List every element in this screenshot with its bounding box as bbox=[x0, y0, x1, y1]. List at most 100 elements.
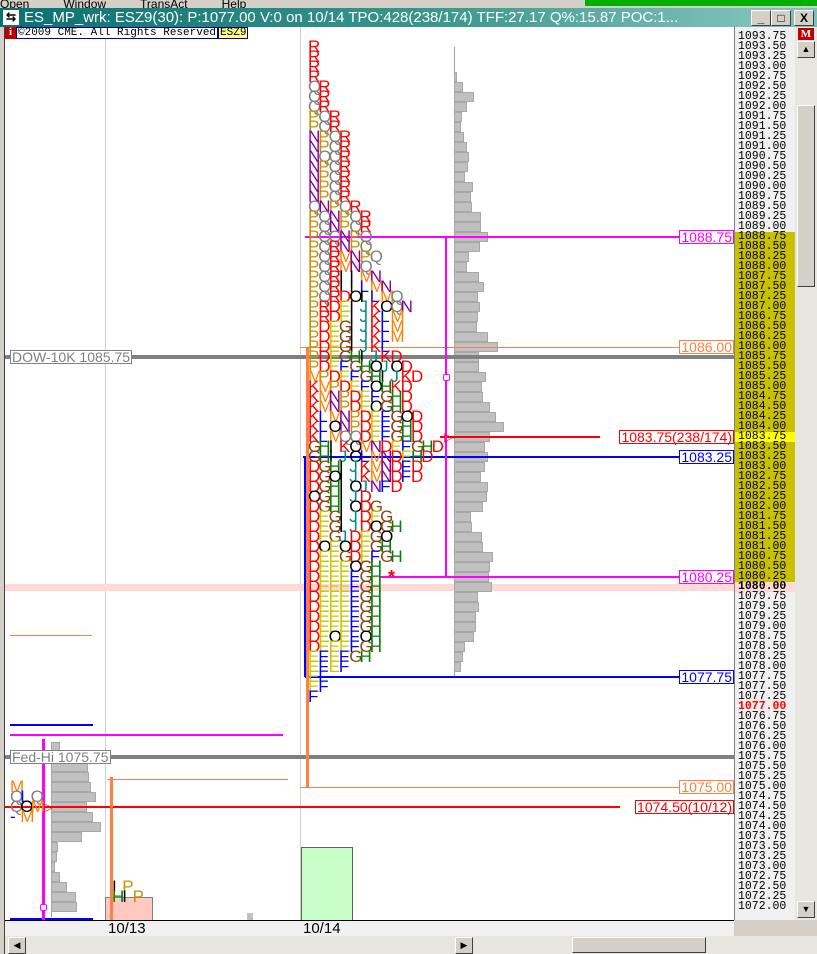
tpo-row: R bbox=[308, 58, 320, 75]
price-tick-label: 1092.50 bbox=[738, 80, 787, 93]
tpo-letter: R bbox=[338, 157, 352, 176]
tpo-letter: Q bbox=[318, 117, 332, 136]
horizontal-scroll-thumb[interactable] bbox=[572, 937, 706, 953]
tpo-letter: Q bbox=[318, 227, 332, 246]
tpo-letter: E bbox=[328, 657, 340, 676]
tpo-letter: P bbox=[308, 257, 320, 276]
tpo-letter: M bbox=[318, 397, 333, 416]
tpo-letter: O bbox=[380, 297, 394, 316]
level-line-1083-25 bbox=[303, 456, 734, 458]
chart-area[interactable]: R R R R QR QR QR PQR PQR NPQR NPQR NQQR NPQR NPQR NPQR… bbox=[5, 27, 734, 920]
tpo-row: PQRNPQ bbox=[308, 238, 373, 255]
volume-bar bbox=[454, 622, 476, 632]
tpo-letter: H bbox=[390, 547, 403, 566]
tpo-letter: G bbox=[328, 527, 342, 546]
tpo-letter: Q bbox=[328, 227, 342, 246]
tpo-letter: Q bbox=[10, 797, 24, 816]
maximize-button[interactable]: □ bbox=[771, 10, 791, 26]
price-tick-label: 1081.50 bbox=[735, 521, 795, 532]
tpo-letter: F bbox=[380, 407, 391, 426]
tpo-letter: F bbox=[349, 577, 360, 596]
tpo-letter: J bbox=[359, 327, 368, 346]
tpo-letter: D bbox=[390, 457, 403, 476]
vertical-scroll-thumb[interactable] bbox=[797, 105, 815, 287]
tpo-row: DGHI ODG bbox=[308, 498, 383, 515]
price-tick-label: 1082.50 bbox=[735, 481, 795, 492]
tpo-letter: D bbox=[359, 407, 372, 426]
tpo-letter: H bbox=[349, 347, 362, 366]
menu-open[interactable]: Open bbox=[0, 0, 30, 8]
tpo-letter: Q bbox=[308, 87, 322, 106]
tpo-letter: E bbox=[318, 547, 330, 566]
tpo-letter: I bbox=[349, 277, 354, 296]
tpo-letter: G bbox=[338, 347, 353, 366]
tpo-row: DEGJ DEGO bbox=[308, 527, 393, 546]
tpo-letter: K bbox=[369, 307, 382, 326]
tpo-letter: I bbox=[122, 887, 128, 906]
tpo-letter: D bbox=[380, 437, 393, 456]
tpo-letter: H bbox=[369, 577, 383, 596]
tpo-letter: G bbox=[359, 587, 373, 606]
tpo-row: QR bbox=[308, 87, 331, 106]
scroll-down-arrow-icon[interactable]: ▼ bbox=[797, 901, 815, 918]
tpo-letter: I bbox=[359, 347, 365, 366]
tpo-letter: F bbox=[318, 647, 329, 666]
price-tick-label: 1089.50 bbox=[738, 200, 787, 213]
tpo-letter: Q bbox=[349, 427, 363, 446]
tpo-letter: G bbox=[318, 487, 332, 506]
volume-bar bbox=[454, 262, 467, 272]
value-area-vertical-left bbox=[42, 739, 45, 920]
scroll-left-arrow-icon[interactable]: ◀ bbox=[8, 937, 26, 954]
price-axis[interactable]: 1093.75 1093.50 1093.25 1093.00 1092.75 1092.… bbox=[734, 27, 795, 920]
tpo-letter: G bbox=[318, 467, 332, 486]
price-tick-label: 1080.75 bbox=[735, 551, 795, 562]
menu-help[interactable]: Help bbox=[221, 0, 247, 8]
tpo-row: NPQR bbox=[308, 157, 352, 176]
tpo-letter: O bbox=[328, 467, 342, 486]
scroll-up-arrow-icon[interactable]: ▲ bbox=[797, 41, 815, 58]
menu-transact[interactable]: TransAct bbox=[140, 0, 188, 8]
tpo-row: R bbox=[308, 67, 321, 86]
tpo-letter: D bbox=[349, 537, 362, 556]
price-tick-label: 1086.50 bbox=[735, 321, 795, 332]
tpo-letter: K bbox=[308, 407, 320, 426]
tpo-letter: F bbox=[400, 467, 412, 486]
tpo-row: DEEGDEFGH bbox=[308, 547, 403, 566]
tpo-letter: R bbox=[318, 77, 331, 96]
scroll-right-arrow-icon[interactable]: ▶ bbox=[455, 937, 473, 954]
volume-bar bbox=[454, 112, 462, 122]
tpo-letter: E bbox=[308, 657, 320, 676]
tpo-letter: N bbox=[380, 467, 393, 486]
tpo-letter: Q bbox=[318, 267, 332, 286]
date-label-10-14: 10/14 bbox=[303, 920, 341, 937]
price-tick-label: 1084.75 bbox=[735, 391, 795, 402]
tpo-row: PQRMNQ bbox=[308, 257, 373, 276]
tpo-letter: I bbox=[338, 477, 344, 496]
tpo-letter: H bbox=[380, 537, 393, 556]
short-line-blue-2 bbox=[10, 918, 93, 920]
tpo-letter: I bbox=[338, 457, 344, 476]
tpo-letter: N bbox=[349, 247, 362, 266]
tpo-letter: R bbox=[308, 67, 321, 86]
tpo-row: KMNPDEFGHD bbox=[308, 388, 413, 405]
info-icon[interactable]: i bbox=[5, 27, 16, 39]
tpo-row: DEEEFGH bbox=[308, 618, 382, 635]
m-icon[interactable]: M bbox=[798, 28, 814, 40]
tpo-letter: N bbox=[380, 457, 393, 476]
close-button[interactable]: X bbox=[794, 10, 814, 26]
level-label: 1086.00 bbox=[679, 339, 734, 355]
price-tick-label: 1088.75 bbox=[735, 231, 795, 242]
tpo-letter: P bbox=[328, 377, 340, 396]
menu-window[interactable]: Window bbox=[63, 0, 107, 8]
app-icon[interactable]: ⇆ bbox=[3, 10, 19, 25]
tpo-letter: N bbox=[308, 167, 321, 186]
level-label: 1075.00 bbox=[679, 779, 734, 795]
price-tick-label: 1077.25 bbox=[738, 690, 787, 703]
minimize-button[interactable]: _ bbox=[751, 10, 771, 26]
tpo-letter: D bbox=[318, 347, 331, 366]
tpo-row: PDEGI J KLM bbox=[308, 318, 405, 335]
tpo-letter: G bbox=[359, 637, 373, 656]
tpo-letter: E bbox=[338, 567, 351, 586]
tpo-letter: Q bbox=[328, 167, 342, 186]
tpo-row: DGOI J KMNDFD bbox=[308, 467, 423, 486]
